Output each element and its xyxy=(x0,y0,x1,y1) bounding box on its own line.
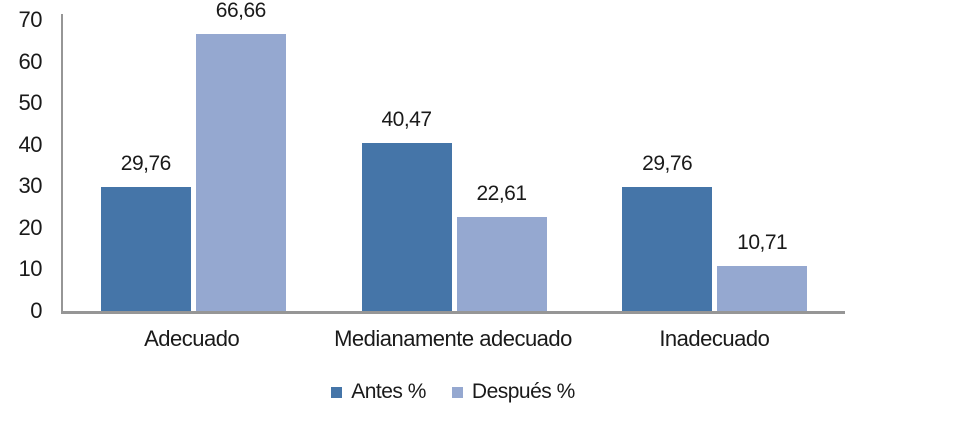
x-category-label: Medianamente adecuado xyxy=(334,326,572,351)
x-category-label: Adecuado xyxy=(144,326,240,351)
y-axis: 0 10 20 30 40 50 60 70 xyxy=(0,9,44,322)
plot-area: 29,76 66,66 40,47 22,61 29,76 10,71 xyxy=(61,0,845,314)
x-axis-labels: Adecuado Medianamente adecuado Inadecuado xyxy=(61,326,845,352)
bar-group: 40,47 22,61 xyxy=(324,20,585,311)
bar-value-label: 29,76 xyxy=(120,152,172,176)
legend-item: Después % xyxy=(451,380,575,404)
bar-value-label: 66,66 xyxy=(215,0,267,22)
bar-series-despues: 66,66 xyxy=(195,0,286,311)
bar-series-despues: 10,71 xyxy=(717,232,808,311)
bar-value-label: 40,47 xyxy=(381,107,432,131)
y-tick-label: 30 xyxy=(18,173,43,199)
legend-label: Antes % xyxy=(351,380,426,403)
y-tick-label: 10 xyxy=(18,256,43,282)
y-tick-label: 0 xyxy=(30,298,42,323)
bar-series-antes: 29,76 xyxy=(622,153,713,311)
bar-group: 29,76 66,66 xyxy=(63,0,324,311)
y-tick-label: 70 xyxy=(18,7,43,32)
bar-series-antes: 29,76 xyxy=(100,153,191,311)
legend-swatch-icon xyxy=(331,386,343,398)
bar-value-label: 22,61 xyxy=(476,182,527,206)
y-tick-label: 50 xyxy=(18,90,43,116)
bar-series-despues: 22,61 xyxy=(456,183,547,311)
bar-groups: 29,76 66,66 40,47 22,61 29,76 10,71 xyxy=(63,0,845,311)
bar-value-label: 10,71 xyxy=(737,231,788,255)
y-tick-label: 40 xyxy=(18,131,43,157)
bar-group: 29,76 10,71 xyxy=(584,20,845,311)
bar-value-label: 29,76 xyxy=(642,152,693,176)
y-tick-label: 20 xyxy=(18,214,43,240)
x-category-label: Inadecuado xyxy=(659,326,770,351)
legend-item: Antes % xyxy=(331,380,426,404)
y-tick-label: 60 xyxy=(18,48,43,74)
bar-series-antes: 40,47 xyxy=(361,109,452,311)
legend-label: Después % xyxy=(471,380,575,403)
legend-swatch-icon xyxy=(451,386,463,398)
legend: Antes % Después % xyxy=(61,380,845,404)
